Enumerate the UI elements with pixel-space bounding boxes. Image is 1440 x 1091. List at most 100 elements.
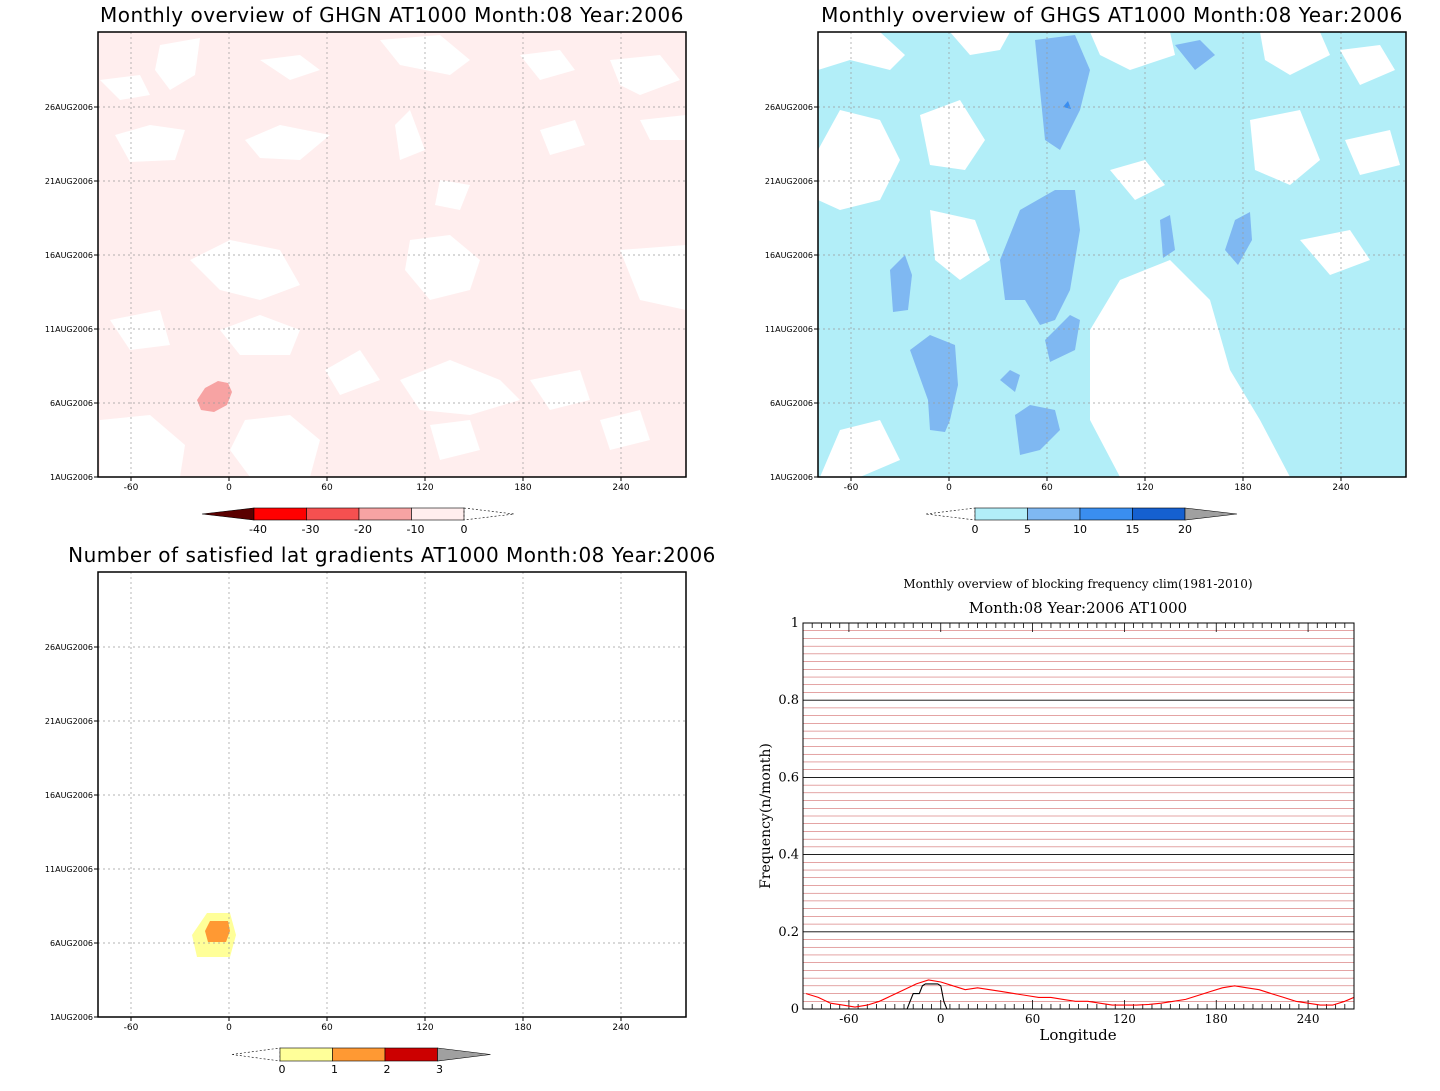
y-tick-label: 26AUG2006 — [765, 103, 813, 112]
ghgs-core — [1000, 370, 1020, 392]
colorbar-box — [1132, 507, 1186, 521]
x-tick-label: 180 — [514, 1023, 531, 1033]
blocking-frame — [802, 622, 1355, 1010]
ghgs-blob — [1340, 45, 1395, 85]
ghgs-blob — [1110, 160, 1165, 200]
ghgs-blob — [818, 32, 905, 70]
blocking-subtitle: Month:08 Year:2006 AT1000 — [969, 599, 1187, 617]
x-tick-label: 240 — [1297, 1012, 1320, 1026]
colorbar-box — [306, 507, 360, 521]
panel-lat-gradients-title: Number of satisfied lat gradients AT1000… — [68, 543, 716, 567]
latgrad-fill-bg — [98, 572, 686, 1017]
colorbar-box — [332, 1047, 386, 1062]
colorbar-label: 1 — [331, 1063, 338, 1076]
x-tick-label: 0 — [226, 483, 232, 493]
y-tick-label: 0.8 — [778, 693, 799, 708]
x-tick-label: 180 — [1205, 1012, 1228, 1026]
panel-blocking-frequency: Monthly overview of blocking frequency c… — [758, 577, 1355, 1044]
ghgs-blob — [1090, 32, 1175, 70]
ghgs-blob — [1250, 110, 1320, 185]
latgrad-grid — [98, 572, 686, 1017]
x-tick-label: 60 — [1041, 483, 1053, 493]
ghgs-blob — [1300, 230, 1370, 275]
ghgn-blob — [610, 55, 680, 95]
colorbar-label: 20 — [1178, 523, 1192, 536]
ghgs-blob — [1345, 130, 1400, 175]
ghgn-fill-bg — [98, 32, 686, 477]
panel-ghgs: Monthly overview of GHGS AT1000 Month:08… — [765, 3, 1407, 536]
colorbar-label: 0 — [972, 523, 979, 536]
ghgn-blob — [600, 410, 650, 450]
colorbar-box — [384, 1047, 438, 1062]
x-tick-label: 240 — [612, 483, 629, 493]
colorbar-label: 2 — [384, 1063, 391, 1076]
ghgs-core — [1045, 315, 1080, 362]
y-tick-label: 11AUG2006 — [45, 865, 93, 874]
colorbar-box — [1079, 507, 1133, 521]
colorbar-label: 0 — [461, 523, 468, 536]
ghgs-blob — [818, 110, 900, 210]
ghgs-core — [1015, 405, 1060, 455]
climatology-line — [805, 979, 1355, 1008]
colorbar-label: 5 — [1024, 523, 1031, 536]
ghgs-blob — [820, 420, 900, 477]
y-tick-label: 6AUG2006 — [50, 399, 93, 408]
ghgn-blob — [540, 120, 585, 155]
colorbar-triangle-low — [231, 1047, 281, 1062]
x-tick-label: 0 — [937, 1012, 945, 1026]
ghgn-blob — [100, 75, 150, 100]
ghgn-blob — [400, 360, 520, 415]
ghgs-blob — [1260, 32, 1330, 75]
blocking-title: Monthly overview of blocking frequency c… — [903, 577, 1252, 591]
colorbar-label: 0 — [279, 1063, 286, 1076]
ghgs-core — [890, 255, 912, 312]
y-tick-label: 1AUG2006 — [50, 1013, 93, 1022]
ghgs-core — [1000, 190, 1080, 325]
y-tick-label: 26AUG2006 — [45, 643, 93, 652]
ghgn-y-ticks: 1AUG2006 6AUG2006 11AUG2006 16AUG2006 21AUG2… — [45, 103, 98, 482]
y-tick-label: 0.2 — [778, 925, 799, 940]
ghgs-core — [1160, 215, 1175, 258]
x-tick-label: 120 — [1113, 1012, 1136, 1026]
y-tick-label: 6AUG2006 — [50, 939, 93, 948]
x-tick-label: 180 — [514, 483, 531, 493]
ghgn-blob — [110, 310, 170, 350]
latgrad-colorbar: 0 1 2 3 — [231, 1047, 491, 1076]
ghgn-blob — [260, 55, 320, 80]
ghgs-y-ticks: 1AUG2006 6AUG2006 11AUG2006 16AUG2006 21AUG2… — [765, 103, 818, 482]
y-tick-label: 21AUG2006 — [765, 177, 813, 186]
colorbar-box — [358, 507, 412, 521]
colorbar-label: -30 — [302, 523, 320, 536]
blocking-gridlines — [803, 630, 1354, 1002]
ghgn-blob — [155, 38, 200, 90]
ghgs-blob — [950, 32, 1010, 55]
ghgs-x-ticks: -60 0 60 120 180 240 — [844, 477, 1350, 493]
panel-ghgs-title: Monthly overview of GHGS AT1000 Month:08… — [821, 3, 1403, 27]
ghgs-blob — [1090, 260, 1290, 477]
colorbar-box — [411, 507, 465, 521]
x-tick-label: -60 — [124, 483, 139, 493]
ghgn-blob — [530, 370, 590, 410]
colorbar-triangle-low — [201, 507, 255, 521]
x-tick-label: -60 — [839, 1012, 858, 1026]
blocking-ylabel: Frequency(n/month) — [758, 743, 774, 889]
ghgn-blob — [435, 180, 470, 210]
y-tick-label: 16AUG2006 — [45, 791, 93, 800]
colorbar-label: -10 — [407, 523, 425, 536]
x-tick-label: 0 — [226, 1023, 232, 1033]
colorbar-box — [279, 1047, 333, 1062]
colorbar-label: 15 — [1126, 523, 1140, 536]
ghgn-blob — [230, 415, 320, 477]
latgrad-orange — [205, 921, 230, 942]
x-tick-label: -60 — [844, 483, 859, 493]
y-tick-label: 6AUG2006 — [770, 399, 813, 408]
ghgn-blob — [430, 420, 480, 460]
ghgs-colorbar: 0 5 10 15 20 — [925, 507, 1238, 536]
x-tick-label: -60 — [124, 1023, 139, 1033]
blocking-series — [803, 979, 1355, 1010]
colorbar-label: -40 — [249, 523, 267, 536]
y-tick-label: 11AUG2006 — [765, 325, 813, 334]
colorbar-triangle-high — [437, 1047, 491, 1062]
x-tick-label: 60 — [321, 1023, 333, 1033]
